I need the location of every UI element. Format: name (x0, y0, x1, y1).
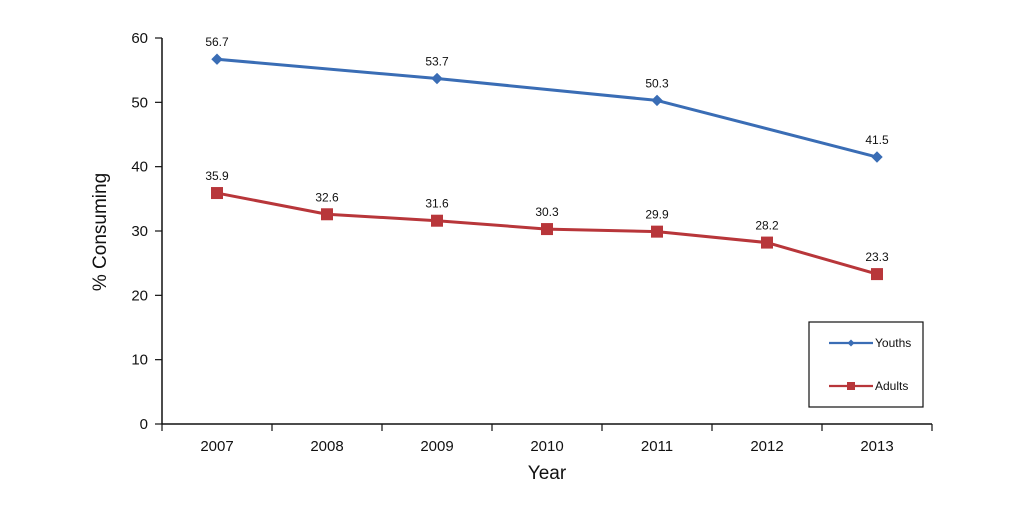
y-tick-label: 50 (131, 94, 148, 111)
data-point-adults (211, 187, 223, 200)
y-tick-label: 0 (140, 416, 148, 433)
legend-marker-adults (847, 382, 855, 390)
y-tick-label: 20 (131, 287, 148, 304)
x-tick-label: 2008 (310, 438, 343, 455)
series-adults: 35.9 32.6 31.6 30.3 29.9 28.2 23.3 (205, 169, 889, 281)
legend-box (808, 321, 924, 408)
data-point-youths (431, 72, 443, 85)
y-tick-label: 40 (131, 159, 148, 176)
data-point-youths (211, 53, 223, 65)
legend-item-adults: Adults (829, 379, 908, 393)
x-tick-label: 2007 (200, 438, 233, 455)
series-line-youths (216, 57, 878, 159)
legend-item-youths: Youths (829, 336, 911, 350)
data-point-adults (431, 214, 443, 227)
legend-marker-youths (847, 339, 855, 347)
data-point-adults (321, 208, 333, 221)
data-label-adults: 29.9 (645, 208, 669, 222)
data-label-youths: 41.5 (865, 133, 889, 147)
data-point-adults (761, 236, 773, 249)
data-point-youths (871, 151, 883, 163)
y-tick-label: 30 (131, 223, 148, 240)
data-point-adults (651, 225, 663, 238)
x-tick-label: 2012 (750, 438, 783, 455)
x-tick-label: 2013 (860, 438, 893, 455)
x-axis-title: Year (528, 463, 567, 484)
data-label-adults: 30.3 (535, 205, 559, 219)
data-label-adults: 23.3 (865, 250, 889, 264)
legend-label-youths: Youths (875, 336, 911, 350)
data-label-adults: 28.2 (755, 219, 779, 233)
data-label-youths: 53.7 (425, 55, 449, 69)
data-point-youths (651, 94, 663, 107)
data-label-youths: 50.3 (645, 76, 669, 90)
y-axis-title: % Consuming (90, 173, 111, 291)
data-point-adults (871, 268, 883, 281)
series-layer: 56.7 53.7 50.3 41.5 35.9 32.6 31.6 30.3 29.9 28.2… (205, 35, 889, 281)
legend: Youths Adults (808, 321, 924, 408)
series-youths: 56.7 53.7 50.3 41.5 (205, 35, 889, 163)
x-tick-label: 2010 (530, 438, 563, 455)
data-label-adults: 32.6 (315, 190, 339, 204)
legend-label-adults: Adults (875, 379, 908, 393)
y-tick-label: 10 (131, 352, 148, 369)
data-label-youths: 56.7 (205, 35, 229, 49)
data-label-adults: 35.9 (205, 169, 229, 183)
data-point-adults (541, 223, 553, 236)
axes: 0 10 20 30 40 50 60 2007 2008 2009 2010 2011 2012 201… (131, 30, 933, 455)
x-tick-label: 2009 (420, 438, 453, 455)
x-tick-label: 2011 (641, 438, 673, 455)
data-label-adults: 31.6 (425, 197, 449, 211)
y-tick-label: 60 (131, 30, 148, 47)
